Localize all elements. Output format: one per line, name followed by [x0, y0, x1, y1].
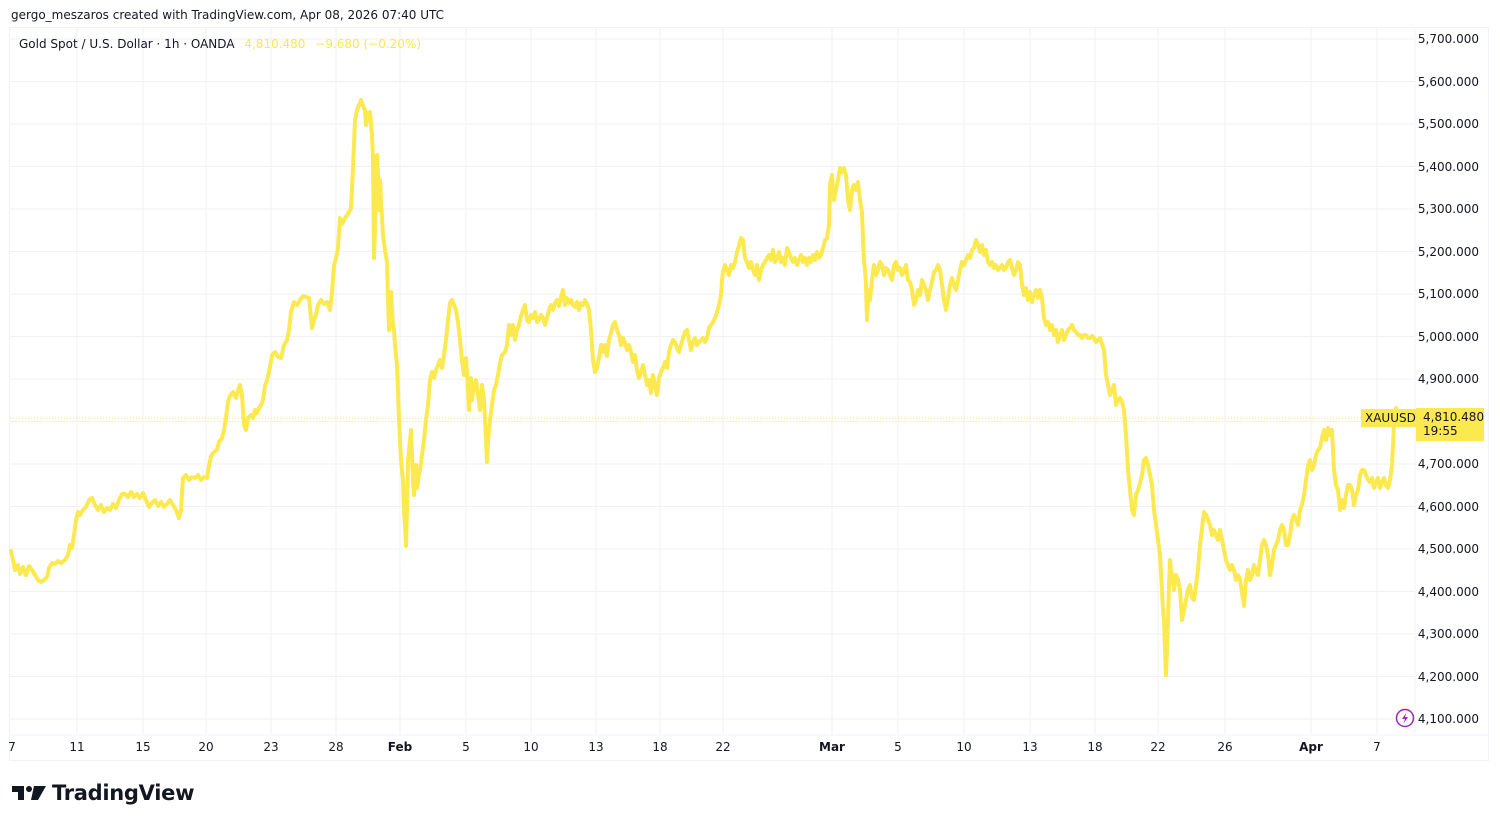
y-tick-label: 5,200.000 [1417, 244, 1479, 259]
x-tick-label: 7 [1373, 740, 1381, 754]
tradingview-logo-icon [12, 786, 46, 800]
y-tick-label: 4,900.000 [1417, 372, 1479, 386]
symbol-title: Gold Spot / U.S. Dollar · 1h · OANDA [19, 37, 235, 51]
x-tick-label: 28 [328, 740, 344, 754]
y-tick-label: 4,500.000 [1417, 542, 1479, 556]
x-tick-label: 13 [1022, 740, 1038, 754]
x-tick-label-month: Apr [1299, 740, 1323, 754]
x-tick-label: 10 [956, 740, 972, 754]
x-tick-label-month: Feb [387, 740, 413, 754]
x-tick-label: 7 [8, 740, 16, 754]
x-tick-label: 18 [652, 740, 668, 754]
y-tick-label: 4,300.000 [1417, 627, 1479, 641]
y-tick-label: 5,600.000 [1417, 74, 1479, 89]
chart-frame [9, 27, 1489, 761]
price-change-value: −9.680 (−0.20%) [315, 37, 422, 51]
y-tick-label: 5,500.000 [1417, 117, 1479, 131]
y-tick-label: 4,600.000 [1417, 499, 1479, 514]
x-tick-label: 20 [198, 740, 214, 754]
x-tick-label: 18 [1087, 740, 1103, 754]
tradingview-logo: TradingView [12, 781, 194, 805]
vertical-gridlines [76, 28, 1378, 735]
y-tick-label: 5,400.000 [1417, 159, 1479, 174]
x-tick-label: 10 [523, 740, 539, 754]
x-tick-label: 26 [1217, 740, 1233, 754]
last-price-tag: 4,810.480 19:55 [1416, 408, 1484, 441]
x-tick-label-month: Mar [819, 740, 845, 754]
tradingview-logo-text: TradingView [52, 781, 195, 805]
x-tick-label: 5 [462, 740, 470, 754]
symbol-legend: Gold Spot / U.S. Dollar · 1h · OANDA 4,8… [19, 37, 421, 51]
lightning-icon[interactable] [1395, 708, 1415, 728]
symbol-price-tag: XAUUSD [1361, 409, 1420, 427]
y-tick-label: 5,700.000 [1417, 32, 1479, 46]
bar-countdown: 19:55 [1423, 424, 1458, 438]
x-tick-label: 11 [69, 740, 85, 754]
x-tick-label: 5 [894, 740, 902, 754]
price-line [9, 98, 1400, 677]
y-tick-label: 4,200.000 [1417, 669, 1479, 684]
y-tick-label: 5,000.000 [1417, 329, 1479, 344]
horizontal-gridlines [10, 38, 1415, 720]
y-tick-label: 5,300.000 [1417, 202, 1479, 216]
y-tick-label: 4,400.000 [1417, 584, 1479, 599]
last-price-tag-value: 4,810.480 [1423, 410, 1485, 424]
y-tick-label: 5,100.000 [1417, 287, 1479, 301]
attribution-text: gergo_meszaros created with TradingView.… [11, 8, 445, 22]
x-tick-label: 15 [135, 740, 151, 754]
y-tick-label: 4,700.000 [1417, 457, 1479, 471]
last-price-value: 4,810.480 [244, 37, 306, 51]
x-tick-label: 13 [588, 740, 604, 754]
y-tick-label: 4,100.000 [1417, 712, 1479, 726]
x-tick-label: 22 [1150, 740, 1166, 754]
x-tick-label: 22 [715, 740, 731, 754]
x-tick-label: 23 [263, 740, 279, 754]
